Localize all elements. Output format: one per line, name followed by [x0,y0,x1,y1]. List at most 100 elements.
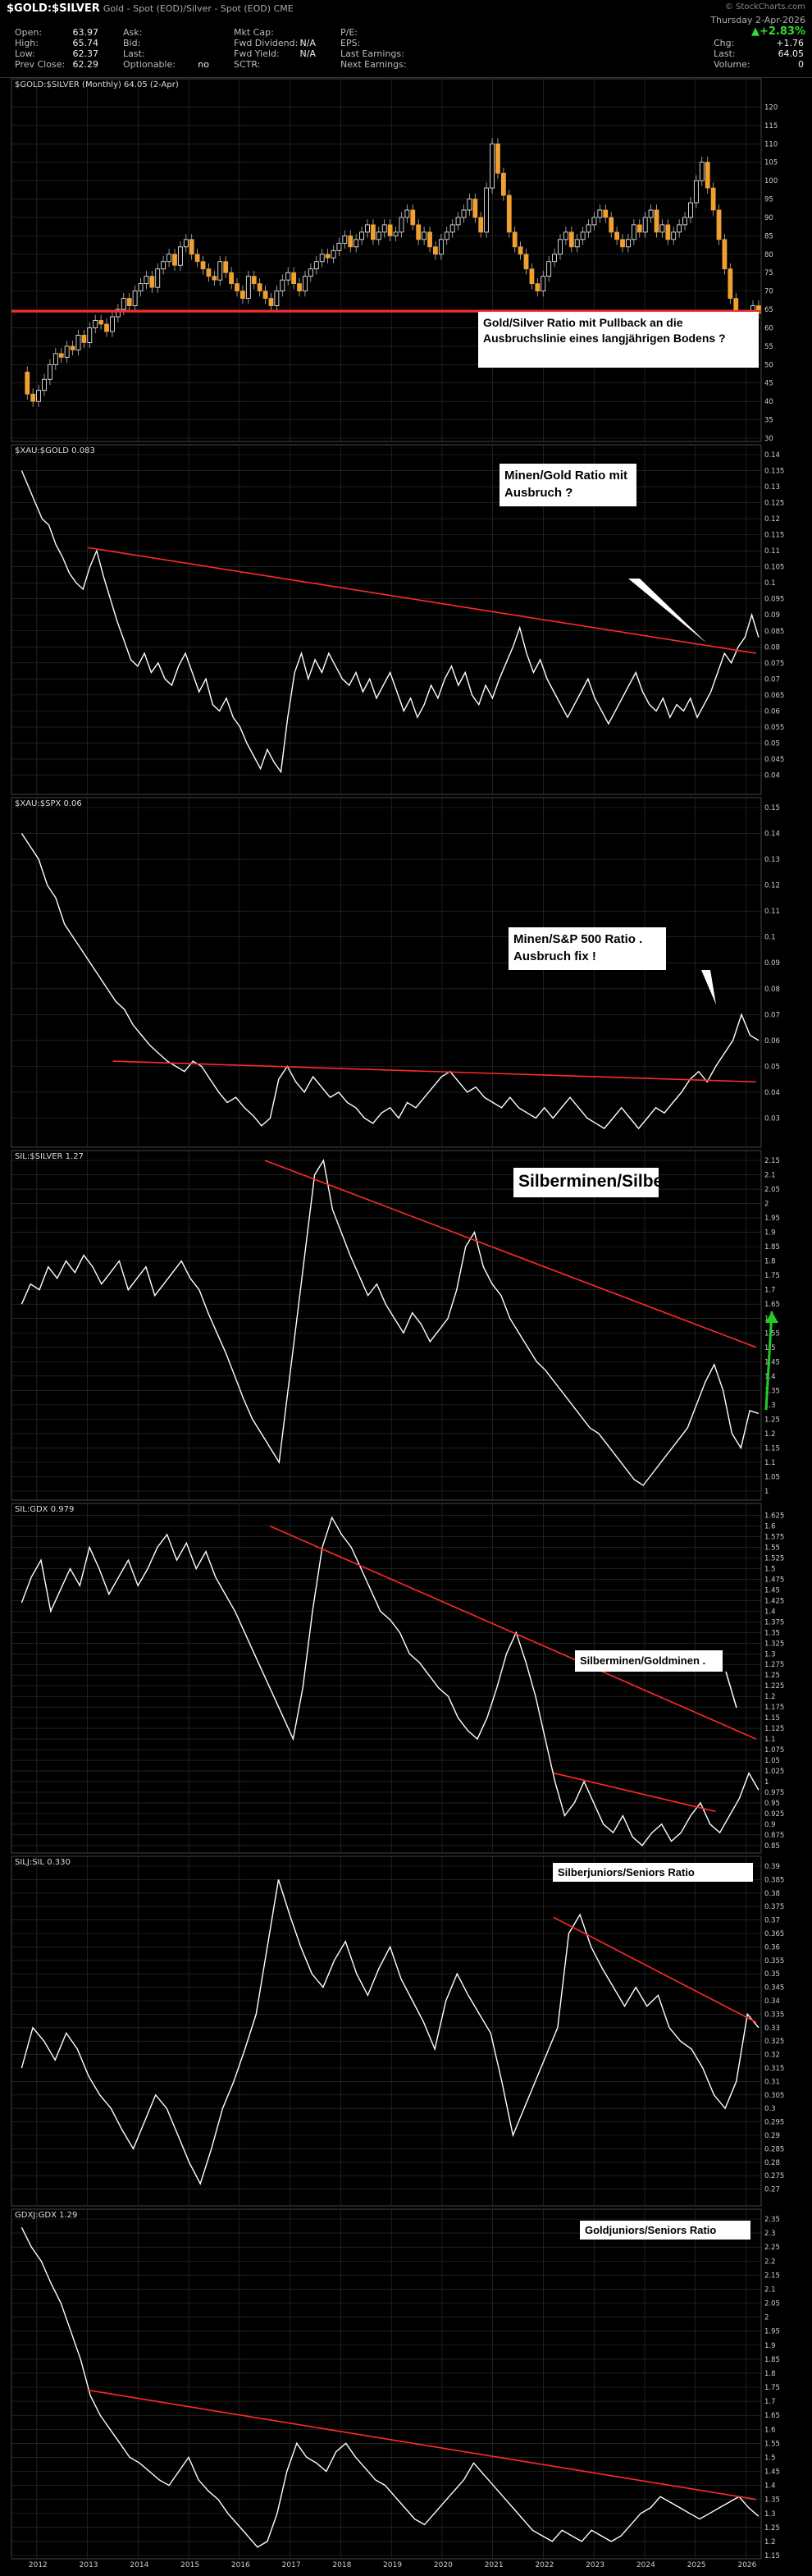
candle [297,283,302,292]
candle [642,217,648,233]
trendline [87,547,756,654]
stat-label: Last: [714,48,736,59]
trendline [553,1772,716,1813]
y-tick-label: 2.05 [764,1186,780,1194]
panel-legend: SILJ:SIL 0.330 [15,1858,71,1867]
x-tick-label: 2022 [535,2561,554,2569]
stat-label: Fwd Yield: [234,48,280,59]
y-tick-label: 0.37 [764,1917,780,1925]
candle [167,254,171,263]
x-tick-label: 2019 [383,2561,402,2569]
y-tick-label: 0.355 [764,1957,784,1965]
stat-value: 62.29 [72,59,99,70]
y-tick-label: 1.5 [764,1565,776,1573]
y-tick-label: 70 [764,288,773,296]
candle [245,276,251,299]
candle [206,268,212,277]
y-tick-label: 0.305 [764,2092,784,2100]
candle [671,231,677,240]
panel-frame [11,1503,762,1854]
candle [512,231,518,248]
stat-label: Optionable: [123,59,176,70]
y-tick-label: 0.335 [764,2011,784,2019]
chart-title: $GOLD:$SILVER Gold - Spot (EOD)/Silver -… [7,2,294,15]
candle [552,254,557,263]
y-tick-label: 0.05 [764,1063,780,1071]
y-tick-label: 1.55 [764,1329,780,1338]
candle [365,224,370,233]
y-tick-label: 1.5 [764,2454,776,2462]
y-tick-label: 0.385 [764,1876,784,1884]
candle [331,249,336,259]
y-tick-label: 30 [764,435,773,443]
y-tick-label: 0.3 [764,2105,776,2113]
candle [410,209,416,226]
candle [523,254,529,270]
y-tick-label: 0.14 [764,830,780,839]
x-tick-label: 2025 [687,2561,706,2569]
y-tick-label: 1.75 [764,2384,780,2392]
candle [251,276,257,285]
y-tick-label: 0.03 [764,1114,780,1123]
candle [381,224,387,233]
y-tick-label: 105 [764,159,778,167]
stat-label: Last: [123,48,145,59]
stat-value: N/A [299,38,316,48]
y-tick-label: 0.38 [764,1890,780,1898]
y-tick-label: 1.7 [764,1287,776,1295]
y-tick-label: 1.3 [764,1402,776,1410]
candle [404,209,410,218]
series-line [21,2226,760,2548]
candle [194,254,200,263]
candle [75,335,81,350]
y-tick-label: 55 [764,343,773,351]
candle [399,217,404,233]
y-tick-label: 0.315 [764,2065,784,2073]
candle [291,272,297,285]
candle [699,162,705,181]
candle [354,239,359,248]
candle [325,254,331,259]
series-line [21,1516,760,1846]
candle [387,224,393,236]
y-tick-label: 0.105 [764,564,784,572]
y-tick-label: 1.375 [764,1618,784,1627]
candle [427,231,432,248]
y-tick-label: 1.25 [764,1672,780,1680]
y-tick-label: 0.075 [764,660,784,668]
y-tick-label: 1.15 [764,2552,780,2560]
y-tick-label: 1.7 [764,2398,776,2406]
y-tick-label: 1.3 [764,2510,776,2519]
candle [506,194,512,233]
y-tick-label: 1.35 [764,1387,780,1395]
candle [546,261,552,277]
y-tick-label: 2.3 [764,2230,776,2238]
y-tick-label: 1.075 [764,1746,784,1755]
y-tick-label: 85 [764,232,773,240]
candle [110,316,115,332]
stat-label: Prev Close: [15,59,66,70]
y-tick-label: 1.65 [764,2412,780,2420]
y-tick-label: 0.14 [764,451,780,460]
y-tick-label: 0.13 [764,856,780,864]
candle [132,291,138,306]
y-tick-label: 1.45 [764,1358,780,1366]
panel-frame [11,2208,762,2560]
candle [121,298,126,310]
y-tick-label: 1.3 [764,1650,776,1659]
y-tick-label: 0.33 [764,2025,780,2033]
y-tick-label: 0.055 [764,724,784,732]
candle [303,276,308,292]
stat-value: +1.76 [776,38,804,48]
candle [342,235,348,244]
candle [98,320,104,325]
y-tick-label: 1.25 [764,1416,780,1424]
y-tick-label: 1.8 [764,1258,776,1266]
y-tick-label: 1.1 [764,1736,776,1744]
chart-svg: 30 35 40 45 50 55 60 65 70 75 80 85 90 95 100 105 110 115… [11,78,784,2569]
candle [518,246,523,255]
y-tick-label: 0.06 [764,1037,780,1045]
y-tick-label: 2 [764,2314,769,2322]
y-tick-label: 2.15 [764,1157,780,1165]
candle [115,309,121,318]
